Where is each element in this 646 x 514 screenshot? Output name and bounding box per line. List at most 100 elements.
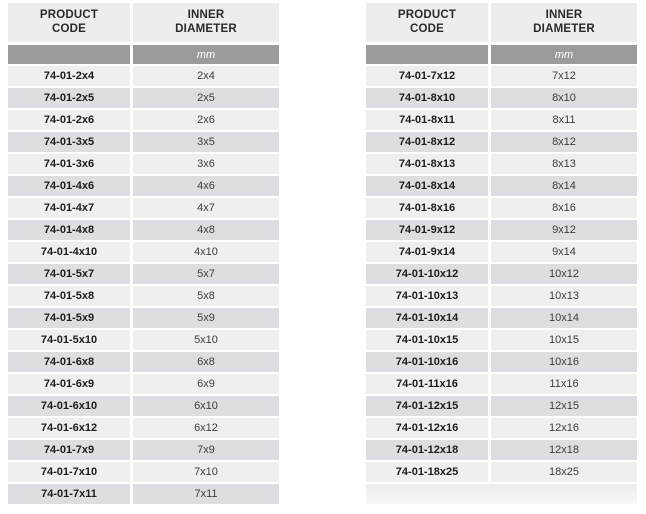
product-code-cell: 74-01-10x16 [366,352,488,372]
product-code-cell: 74-01-3x6 [8,154,130,174]
inner-diameter-cell: 10x12 [491,264,637,284]
inner-diameter-cell: 5x8 [133,286,279,306]
inner-diameter-cell: 3x6 [133,154,279,174]
table-row: 74-01-3x5 3x5 [8,132,279,152]
inner-diameter-cell: 3x5 [133,132,279,152]
table-row: 74-01-7x10 7x10 [8,462,279,482]
left-table: PRODUCT CODE INNER DIAMETER mm 74-01-2x4… [8,3,279,506]
unit-label: mm [491,45,637,64]
table-row: 74-01-8x11 8x11 [366,110,637,130]
table-row: 74-01-5x7 5x7 [8,264,279,284]
inner-diameter-cell: 6x9 [133,374,279,394]
table-row: 74-01-6x12 6x12 [8,418,279,438]
inner-diameter-cell: 7x10 [133,462,279,482]
product-code-cell: 74-01-12x16 [366,418,488,438]
inner-diameter-cell: 2x5 [133,88,279,108]
product-code-cell: 74-01-5x10 [8,330,130,350]
table-row: 74-01-3x6 3x6 [8,154,279,174]
table-row: 74-01-4x6 4x6 [8,176,279,196]
right-table: PRODUCT CODE INNER DIAMETER mm 74-01-7x1… [366,3,637,504]
table-row: 74-01-10x12 10x12 [366,264,637,284]
table-row: 74-01-2x6 2x6 [8,110,279,130]
table-row: 74-01-8x14 8x14 [366,176,637,196]
product-code-cell: 74-01-5x7 [8,264,130,284]
table-row: 74-01-12x16 12x16 [366,418,637,438]
inner-diameter-cell: 10x13 [491,286,637,306]
product-code-cell: 74-01-8x12 [366,132,488,152]
table-row: 74-01-10x14 10x14 [366,308,637,328]
inner-diameter-cell: 9x14 [491,242,637,262]
table-header-row: PRODUCT CODE INNER DIAMETER [366,3,637,42]
table-row: 74-01-7x12 7x12 [366,66,637,86]
product-code-cell: 74-01-6x9 [8,374,130,394]
product-code-cell: 74-01-8x11 [366,110,488,130]
table-row: 74-01-5x9 5x9 [8,308,279,328]
table-row: 74-01-8x12 8x12 [366,132,637,152]
inner-diameter-cell: 18x25 [491,462,637,482]
unit-band: mm [8,45,279,64]
product-code-cell: 74-01-2x6 [8,110,130,130]
product-code-cell: 74-01-7x10 [8,462,130,482]
inner-diameter-cell: 8x14 [491,176,637,196]
product-code-cell: 74-01-6x8 [8,352,130,372]
table-row: 74-01-5x8 5x8 [8,286,279,306]
table-row: 74-01-2x4 2x4 [8,66,279,86]
product-code-cell: 74-01-2x4 [8,66,130,86]
product-code-cell: 74-01-7x11 [8,484,130,504]
table-body: 74-01-2x4 2x4 74-01-2x5 2x5 74-01-2x6 2x6 74-0… [8,66,279,504]
inner-diameter-cell: 6x10 [133,396,279,416]
inner-diameter-cell: 11x16 [491,374,637,394]
inner-diameter-cell: 10x14 [491,308,637,328]
table-row: 74-01-10x15 10x15 [366,330,637,350]
inner-diameter-cell: 5x10 [133,330,279,350]
product-code-cell: 74-01-5x8 [8,286,130,306]
product-code-header: PRODUCT CODE [366,3,488,42]
table-row: 74-01-4x10 4x10 [8,242,279,262]
product-code-cell: 74-01-10x15 [366,330,488,350]
inner-diameter-cell: 4x7 [133,198,279,218]
inner-diameter-cell: 7x9 [133,440,279,460]
product-code-cell: 74-01-9x12 [366,220,488,240]
product-code-cell: 74-01-8x13 [366,154,488,174]
table-row: 74-01-5x10 5x10 [8,330,279,350]
product-code-cell: 74-01-4x6 [8,176,130,196]
inner-diameter-cell: 5x7 [133,264,279,284]
inner-diameter-header: INNER DIAMETER [133,3,279,42]
table-row: 74-01-8x16 8x16 [366,198,637,218]
product-code-cell: 74-01-10x12 [366,264,488,284]
inner-diameter-cell: 6x8 [133,352,279,372]
inner-diameter-cell: 12x18 [491,440,637,460]
unit-band-empty-cell [8,45,130,64]
inner-diameter-cell: 4x6 [133,176,279,196]
inner-diameter-cell: 8x10 [491,88,637,108]
inner-diameter-cell: 8x11 [491,110,637,130]
product-code-cell: 74-01-9x14 [366,242,488,262]
product-code-cell: 74-01-10x13 [366,286,488,306]
faded-area [366,484,637,504]
product-code-cell: 74-01-4x8 [8,220,130,240]
product-code-cell: 74-01-7x12 [366,66,488,86]
table-body: 74-01-7x12 7x12 74-01-8x10 8x10 74-01-8x11 8x… [366,66,637,482]
table-row: 74-01-9x12 9x12 [366,220,637,240]
inner-diameter-cell: 2x4 [133,66,279,86]
inner-diameter-cell: 4x10 [133,242,279,262]
product-code-header: PRODUCT CODE [8,3,130,42]
table-row: 74-01-4x8 4x8 [8,220,279,240]
table-row: 74-01-12x15 12x15 [366,396,637,416]
table-row: 74-01-6x8 6x8 [8,352,279,372]
table-row: 74-01-9x14 9x14 [366,242,637,262]
inner-diameter-cell: 2x6 [133,110,279,130]
table-row: 74-01-10x13 10x13 [366,286,637,306]
product-code-cell: 74-01-4x10 [8,242,130,262]
unit-band-empty-cell [366,45,488,64]
product-code-cell: 74-01-10x14 [366,308,488,328]
table-row: 74-01-7x9 7x9 [8,440,279,460]
table-row: 74-01-11x16 11x16 [366,374,637,394]
inner-diameter-cell: 12x16 [491,418,637,438]
product-code-cell: 74-01-7x9 [8,440,130,460]
inner-diameter-cell: 7x12 [491,66,637,86]
product-code-cell: 74-01-3x5 [8,132,130,152]
inner-diameter-cell: 5x9 [133,308,279,328]
inner-diameter-cell: 8x12 [491,132,637,152]
inner-diameter-cell: 12x15 [491,396,637,416]
